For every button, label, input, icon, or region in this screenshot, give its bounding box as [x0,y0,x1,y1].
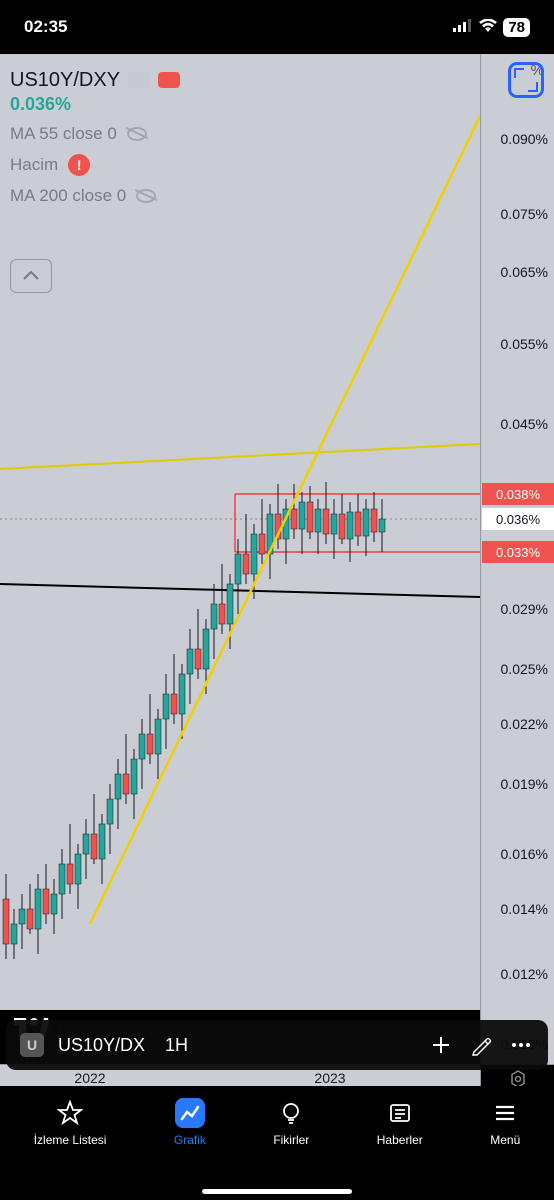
compare-pill[interactable] [158,72,180,88]
nav-news[interactable]: Haberler [377,1098,423,1147]
nav-star[interactable]: İzleme Listesi [34,1098,107,1147]
warning-icon[interactable]: ! [68,154,90,176]
y-marker: 0.038% [482,483,554,505]
nav-menu[interactable]: Menü [490,1098,520,1147]
x-tick: 2022 [74,1070,105,1086]
indicator-list: MA 55 close 0 Hacim! MA 200 close 0 [10,124,156,206]
chart-header: US10Y/DXY [10,62,544,98]
y-marker: 0.036% [482,508,554,530]
wifi-icon [479,17,497,37]
add-icon[interactable] [428,1032,454,1058]
y-tick: 0.012% [501,966,548,982]
indicator-label: MA 55 close 0 [10,124,117,144]
symbol-info-bar[interactable]: U US10Y/DX 1H [6,1020,548,1070]
indicator-row[interactable]: MA 55 close 0 [10,124,156,144]
indicator-row[interactable]: MA 200 close 0 [10,186,156,206]
draw-icon[interactable] [468,1032,494,1058]
nav-chart[interactable]: Grafik [174,1098,206,1147]
eye-off-icon[interactable] [127,127,147,141]
y-tick: 0.016% [501,846,548,862]
y-tick: 0.022% [501,716,548,732]
y-tick: 0.025% [501,661,548,677]
nav-label: İzleme Listesi [34,1133,107,1147]
x-tick: 2023 [314,1070,345,1086]
y-tick: 0.014% [501,901,548,917]
menu-icon [490,1098,520,1128]
nav-bulb[interactable]: Fikirler [273,1098,309,1147]
star-icon [55,1098,85,1128]
battery-indicator: 78 [503,18,530,37]
nav-label: Fikirler [273,1133,309,1147]
nav-label: Grafik [174,1133,206,1147]
signal-icon [453,17,473,37]
nav-label: Haberler [377,1133,423,1147]
chart-app: US10Y/DXY 0.036% MA 55 close 0 Hacim! MA 2… [0,54,554,1086]
y-tick: 0.019% [501,776,548,792]
fullscreen-button[interactable] [508,62,544,98]
indicator-row[interactable]: Hacim! [10,154,156,176]
y-tick: 0.090% [501,131,548,147]
y-tick: 0.055% [501,336,548,352]
symbol-label[interactable]: US10Y/DXY [10,69,120,92]
y-tick: 0.045% [501,416,548,432]
status-bar: 02:35 78 [0,0,554,54]
indicator-label: Hacim [10,155,58,175]
eye-off-icon[interactable] [136,189,156,203]
news-icon [385,1098,415,1128]
y-tick: 0.065% [501,264,548,280]
price-change: 0.036% [10,94,71,115]
info-timeframe[interactable]: 1H [165,1035,188,1056]
status-time: 02:35 [24,17,67,37]
indicator-label: MA 200 close 0 [10,186,126,206]
bottom-nav: İzleme Listesi Grafik Fikirler Haberler Menü [0,1086,554,1200]
status-right: 78 [453,17,530,37]
info-badge: U [20,1033,44,1057]
interval-pill[interactable] [128,72,150,88]
y-tick: 0.029% [501,601,548,617]
chart-icon [175,1098,205,1128]
bulb-icon [276,1098,306,1128]
y-axis[interactable]: % 0.090%0.075%0.065%0.055%0.045%0.029%0.… [480,54,554,1064]
y-marker: 0.033% [482,541,554,563]
nav-label: Menü [490,1133,520,1147]
home-indicator [202,1189,352,1194]
y-tick: 0.075% [501,206,548,222]
collapse-button[interactable] [10,259,52,293]
more-icon[interactable] [508,1032,534,1058]
battery-pct: 78 [503,18,530,37]
info-symbol: US10Y/DX [58,1035,145,1056]
